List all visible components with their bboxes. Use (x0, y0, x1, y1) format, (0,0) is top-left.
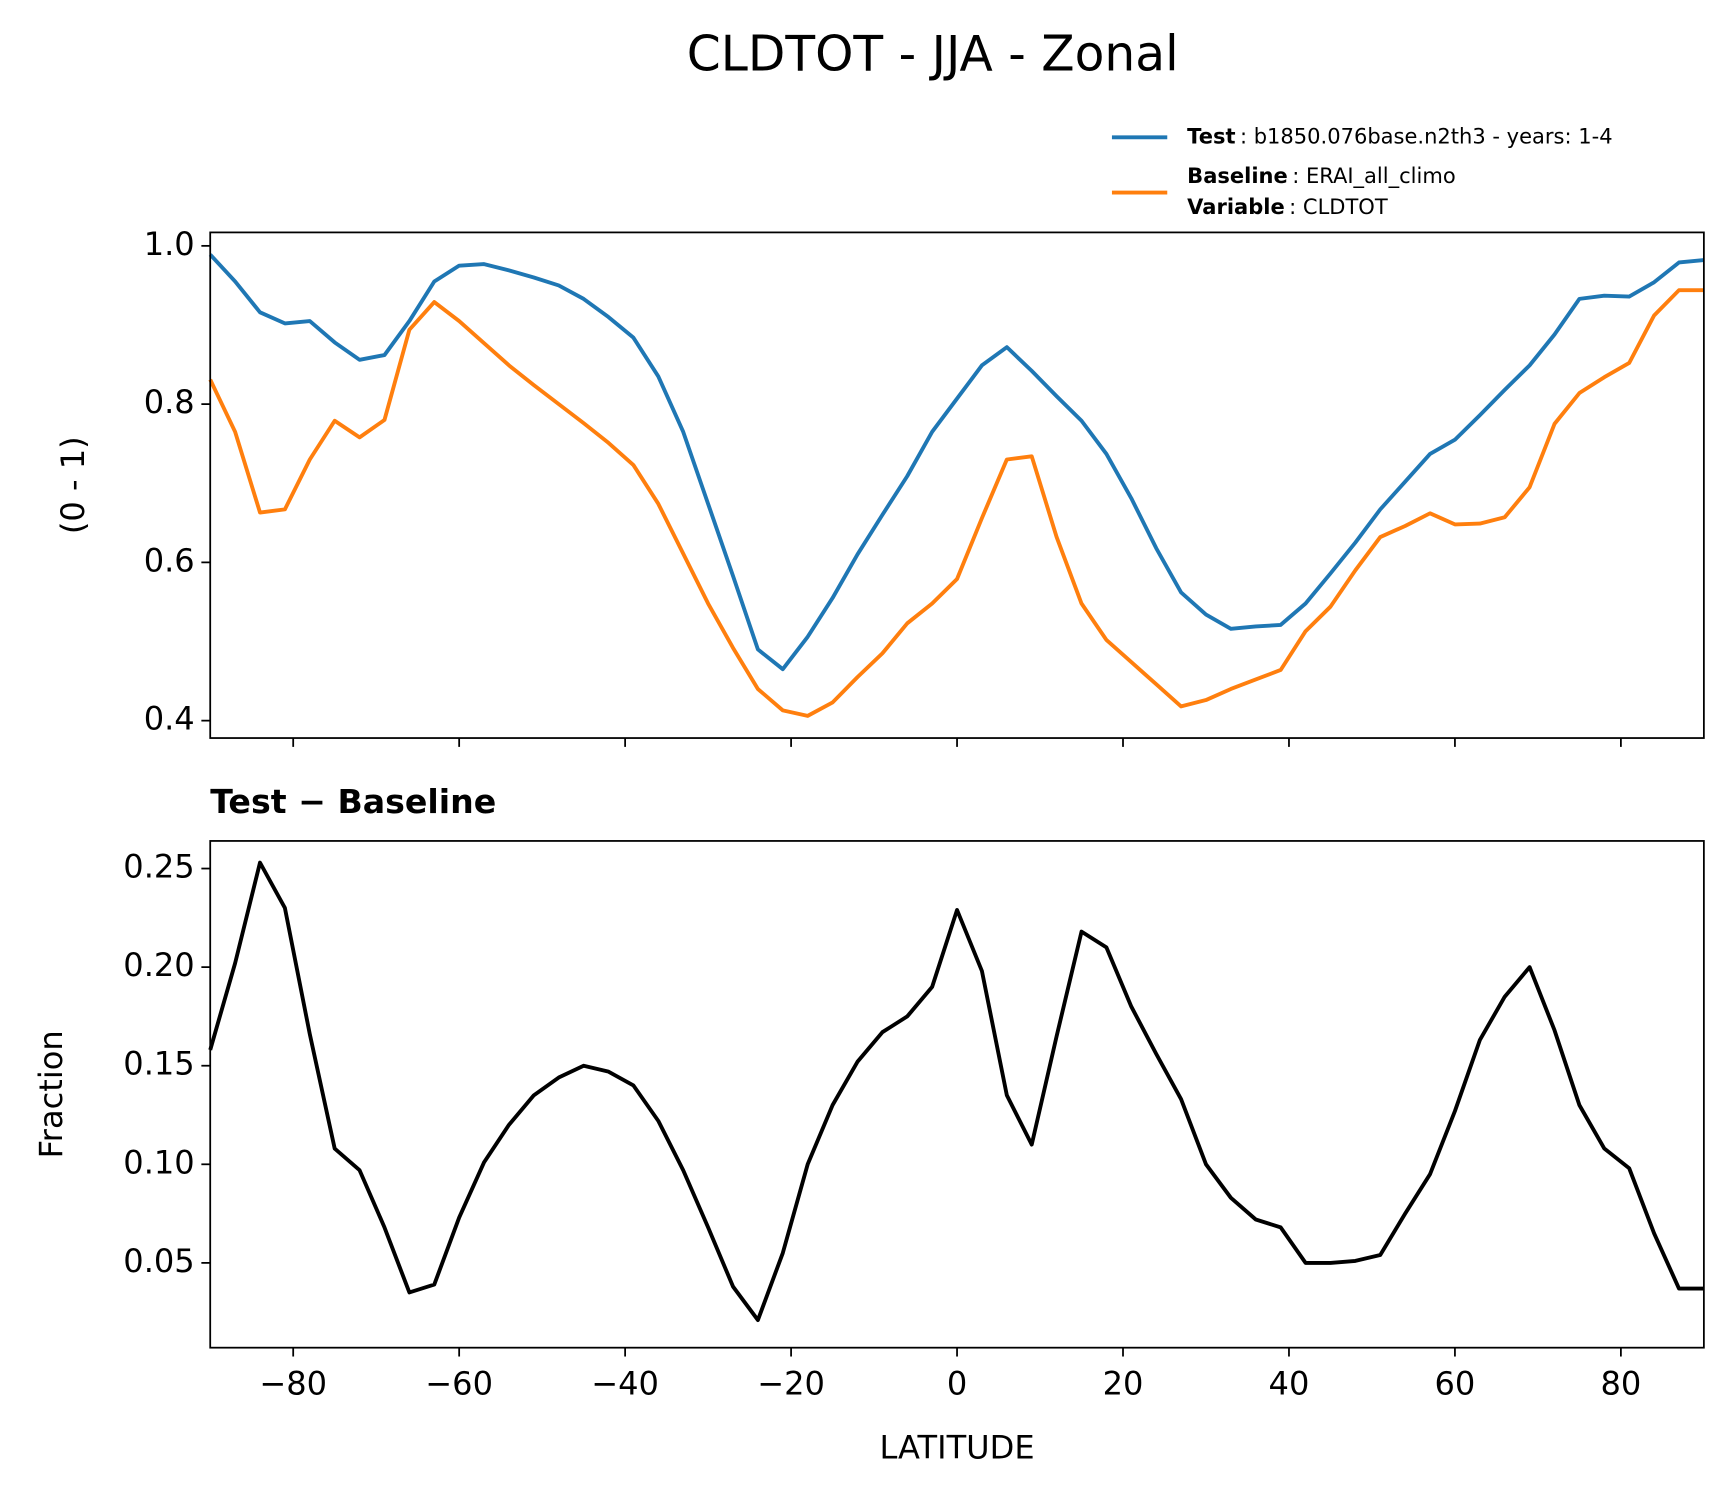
x-tick-label: −20 (757, 1364, 825, 1402)
legend-key: Variable (1187, 194, 1285, 219)
x-tick-label: −80 (259, 1364, 327, 1402)
data-line (208, 288, 1704, 718)
y-tick-label: 0.25 (123, 848, 194, 886)
axes-frame (209, 840, 1705, 1349)
legend-key: Baseline (1187, 163, 1288, 188)
figure-title: CLDTOT - JJA - Zonal (687, 27, 1179, 83)
legend-entry: Test: b1850.076base.n2th3 - years: 1-4 (1187, 123, 1612, 148)
x-tick-label: 0 (947, 1364, 967, 1402)
axes-title: Test − Baseline (210, 782, 496, 821)
y-tick-label: 1.0 (144, 225, 195, 263)
legend-key: Test (1187, 123, 1235, 148)
y-axis-label: Fraction (32, 1030, 70, 1158)
x-tick-label: 20 (1103, 1364, 1144, 1402)
data-line (208, 253, 1705, 672)
y-tick-label: 0.15 (123, 1045, 194, 1083)
x-tick-label: 60 (1435, 1364, 1476, 1402)
legend-entry: Baseline: ERAI_all_climo (1187, 163, 1456, 188)
legend-text: : b1850.076base.n2th3 - years: 1-4 (1240, 123, 1613, 148)
x-tick-label: 80 (1600, 1364, 1641, 1402)
y-tick-label: 0.6 (144, 541, 195, 579)
y-tick-label: 0.8 (144, 383, 195, 421)
data-line (208, 860, 1704, 1323)
legend-text: : CLDTOT (1289, 194, 1388, 219)
x-tick-label: 40 (1269, 1364, 1310, 1402)
axes-frame (209, 231, 1705, 739)
y-tick-label: 0.10 (123, 1143, 194, 1181)
x-tick-label: −40 (591, 1364, 659, 1402)
x-tick-label: −60 (425, 1364, 493, 1402)
legend-entry: Variable: CLDTOT (1187, 194, 1388, 219)
x-axis-label: LATITUDE (879, 1428, 1034, 1466)
y-tick-label: 0.20 (123, 946, 194, 984)
legend-text: : ERAI_all_climo (1292, 163, 1456, 188)
y-tick-label: 0.05 (123, 1242, 194, 1280)
y-tick-label: 0.4 (144, 700, 195, 738)
y-axis-label: (0 - 1) (54, 436, 92, 534)
